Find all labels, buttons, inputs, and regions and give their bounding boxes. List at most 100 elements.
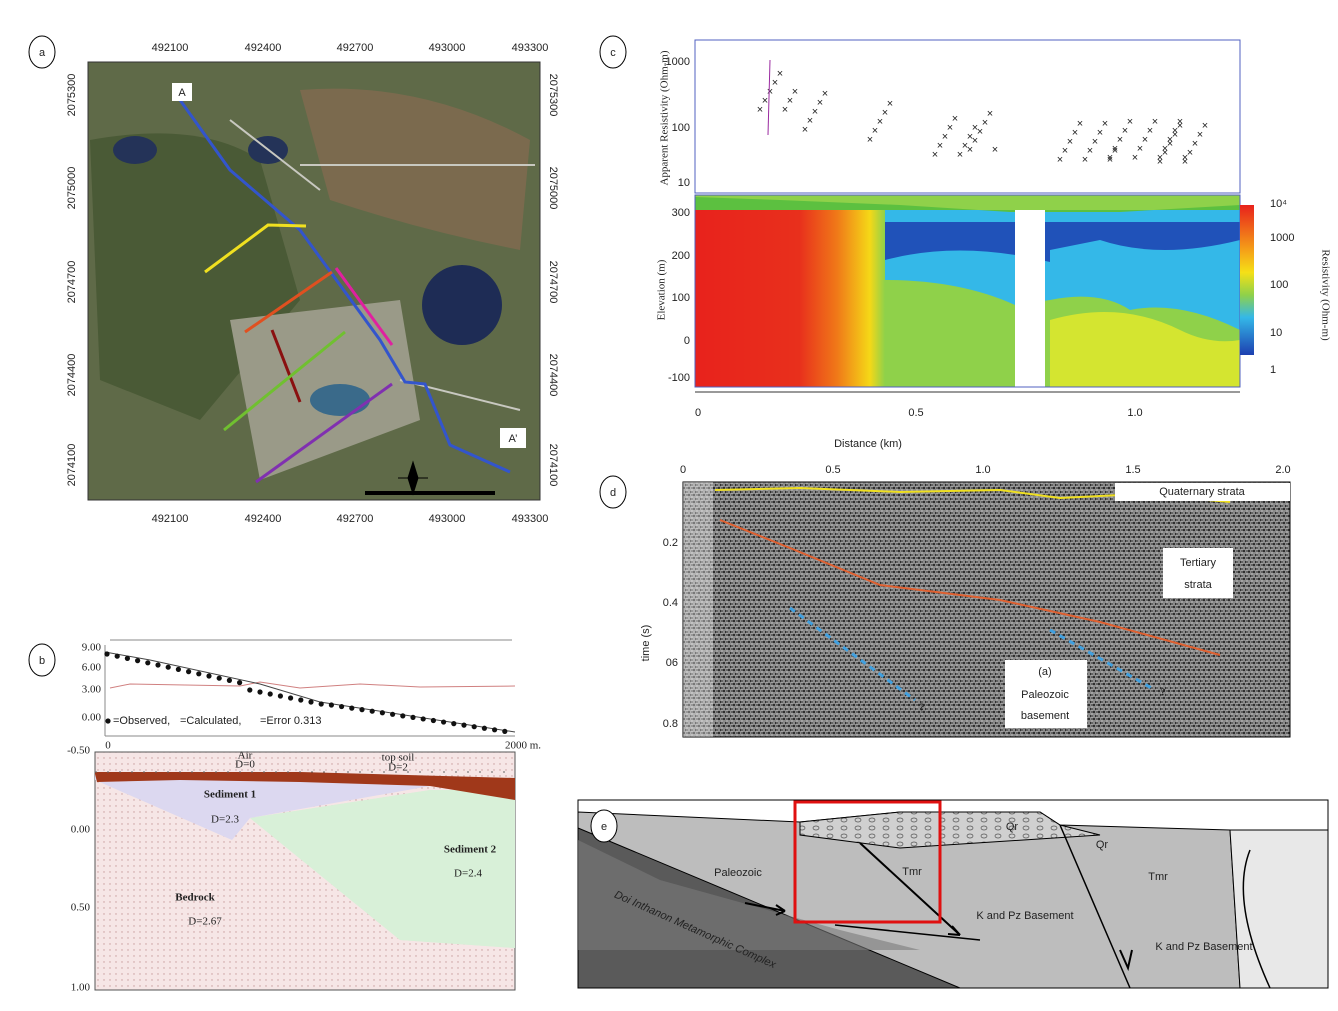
colorbar-tick: 1000 bbox=[1270, 232, 1294, 244]
observed-point bbox=[451, 721, 456, 726]
y-tick-label: 10 bbox=[678, 177, 690, 189]
data-point: × bbox=[1152, 116, 1158, 128]
observed-point bbox=[370, 709, 375, 714]
annotation: Quaternary strata bbox=[1159, 486, 1245, 498]
observed-point bbox=[196, 671, 201, 676]
observed-point bbox=[400, 713, 405, 718]
observed-point bbox=[390, 712, 395, 717]
data-point: × bbox=[777, 68, 783, 80]
annotation: basement bbox=[1021, 710, 1069, 722]
observed-point bbox=[349, 706, 354, 711]
observed-point bbox=[339, 704, 344, 709]
unit-name: Bedrock bbox=[175, 892, 215, 904]
point-label: A bbox=[178, 87, 186, 99]
observed-point bbox=[166, 665, 171, 670]
x-tick-label: 492100 bbox=[152, 513, 189, 525]
map-pond bbox=[113, 136, 157, 164]
map-pond bbox=[422, 265, 502, 345]
panel-label: e bbox=[601, 821, 607, 833]
data-point: × bbox=[887, 98, 893, 110]
observed-point bbox=[461, 723, 466, 728]
x-tick-label: 0.5 bbox=[825, 464, 840, 476]
unit-name: Sediment 2 bbox=[444, 844, 497, 856]
unit-label: K and Pz Basement bbox=[976, 910, 1073, 922]
y-tick-label: 100 bbox=[672, 122, 690, 134]
data-gap bbox=[1015, 210, 1045, 387]
y-tick-label: 6.00 bbox=[82, 662, 102, 674]
y-tick-label: 2075000 bbox=[66, 167, 78, 210]
observed-point bbox=[472, 724, 477, 729]
unit-label: Qr bbox=[1096, 839, 1109, 851]
x-tick-label: 2000 m. bbox=[505, 740, 541, 752]
panel-label: d bbox=[610, 487, 616, 499]
x-tick-label: 493300 bbox=[512, 42, 549, 54]
colorbar bbox=[1240, 205, 1254, 355]
colorbar-title: Resistivity (Ohm-m) bbox=[1319, 249, 1331, 341]
observed-point bbox=[410, 715, 415, 720]
figure: ××××××××××××××××××××××××××××××××××××××××… bbox=[0, 0, 1338, 1011]
upper-plot-frame bbox=[695, 40, 1240, 193]
panel-label: a bbox=[39, 47, 46, 59]
y-tick-label: 0.4 bbox=[663, 597, 678, 609]
data-point: × bbox=[992, 144, 998, 156]
observed-point bbox=[278, 693, 283, 698]
observed-point bbox=[492, 727, 497, 732]
observed-point bbox=[482, 726, 487, 731]
observed-point bbox=[104, 651, 109, 656]
unit-label: Tmr bbox=[1148, 871, 1168, 883]
x-tick-label: 0 bbox=[680, 464, 686, 476]
observed-point bbox=[247, 687, 252, 692]
data-point: × bbox=[1177, 120, 1183, 132]
observed-point bbox=[257, 689, 262, 694]
observed-point bbox=[308, 699, 313, 704]
x-tick-label: 1.0 bbox=[975, 464, 990, 476]
y-tick-label: 300 bbox=[672, 207, 690, 219]
y-tick-label: 0 bbox=[684, 335, 690, 347]
x-tick-label: 492400 bbox=[245, 513, 282, 525]
observed-point bbox=[125, 656, 130, 661]
data-point: × bbox=[952, 113, 958, 125]
observed-point bbox=[359, 707, 364, 712]
colorbar-tick: 100 bbox=[1270, 279, 1288, 291]
x-tick-label: 2.0 bbox=[1275, 464, 1290, 476]
colorbar-tick: 10⁴ bbox=[1270, 198, 1287, 210]
x-tick-label: 0 bbox=[105, 740, 111, 752]
x-tick-label: 1.0 bbox=[1127, 407, 1142, 419]
observed-point bbox=[227, 678, 232, 683]
y-tick-label: 3.00 bbox=[82, 684, 102, 696]
data-point: × bbox=[792, 86, 798, 98]
observed-point bbox=[135, 658, 140, 663]
y-tick-label: 2074400 bbox=[547, 354, 559, 397]
unit-label: Paleozoic bbox=[714, 867, 762, 879]
seismic-edge bbox=[683, 482, 713, 737]
seismic-section bbox=[683, 482, 1290, 737]
y-tick-label: -0.50 bbox=[67, 745, 90, 757]
annotation: ? bbox=[919, 702, 925, 714]
observed-point bbox=[431, 718, 436, 723]
x-tick-label: 492700 bbox=[337, 513, 374, 525]
unit-label: Tmr bbox=[902, 866, 922, 878]
unit-density: D=2.67 bbox=[188, 916, 222, 928]
y-tick-label: 06 bbox=[666, 657, 678, 669]
observed-point bbox=[298, 697, 303, 702]
y-tick-label: 2074700 bbox=[547, 261, 559, 304]
data-point: × bbox=[1127, 116, 1133, 128]
error-curve bbox=[110, 682, 515, 688]
data-point: × bbox=[1102, 118, 1108, 130]
y-tick-label: 0.00 bbox=[71, 824, 91, 836]
y-tick-label: -100 bbox=[668, 372, 690, 384]
y-tick-label: 9.00 bbox=[82, 642, 102, 654]
y-tick-label: 0.2 bbox=[663, 537, 678, 549]
observed-point bbox=[206, 673, 211, 678]
observed-point bbox=[319, 701, 324, 706]
y-tick-label: 2075300 bbox=[66, 74, 78, 117]
y-tick-label: 100 bbox=[672, 292, 690, 304]
observed-point bbox=[155, 662, 160, 667]
map-pond bbox=[310, 384, 370, 416]
observed-point bbox=[441, 719, 446, 724]
observed-point bbox=[145, 660, 150, 665]
unit-name: Sediment 1 bbox=[204, 789, 256, 801]
point-label: A’ bbox=[509, 433, 518, 445]
x-tick-label: 493000 bbox=[429, 513, 466, 525]
resistivity-high bbox=[695, 210, 885, 387]
